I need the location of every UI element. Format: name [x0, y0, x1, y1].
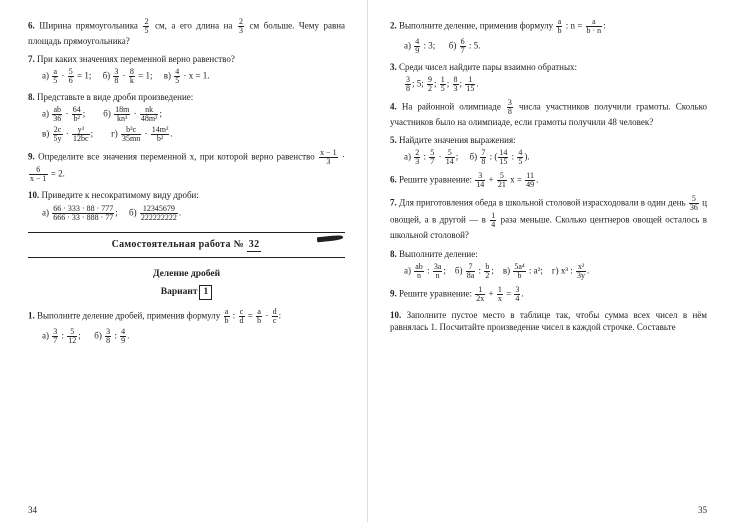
num: 7. [28, 54, 35, 64]
page-right: 2. Выполните деление, применив формулу a… [368, 0, 735, 522]
num: 6. [28, 21, 35, 31]
frac: 25 [143, 18, 149, 35]
frac: 23 [238, 18, 244, 35]
options: а) 49 : 3; б) 67 : 5. [404, 38, 707, 55]
variant: Вариант1 [28, 285, 345, 300]
problem-5: 5. Найдите значения выражения: а) 23 : 5… [390, 134, 707, 166]
problem-10: 10. Заполните пустое место в таблице так… [390, 309, 707, 333]
options: а) 23 : 57 · 514; б) 78 : (1415 : 45). [404, 149, 707, 166]
problem-2: 2. Выполните деление, применив формулу a… [390, 18, 707, 55]
problem-9: 9. Определите все значения переменной x,… [28, 149, 345, 183]
text: Приведите к несократимому виду дроби: [42, 190, 199, 200]
text: Представьте в виде дроби произведение: [37, 92, 193, 102]
page-number: 34 [28, 504, 37, 516]
page-left: 6. Ширина прямоугольника 25 см, а его дл… [0, 0, 367, 522]
text: Ширина прямоугольника [39, 21, 142, 31]
text: Определите все значения переменной x, пр… [38, 152, 318, 162]
num: 9. [28, 152, 35, 162]
num: 10. [28, 190, 39, 200]
problem-7: 7. При каких значениях переменной верно … [28, 53, 345, 85]
opt-c: в) [164, 71, 174, 81]
problem-10: 10. Приведите к несократимому виду дроби… [28, 189, 345, 221]
options: а) 37 : 512; б) 38 : 49. [42, 328, 345, 345]
problem-8: 8. Выполните деление: а) abn : 3an; б) 7… [390, 248, 707, 280]
options: а) a5 · 56 = 1; б) 38 · 8k = 1; в) 45 · … [42, 68, 345, 85]
row2: в) 2c5y · y³12bc; г) b³c35mn · 14m²b². [42, 126, 345, 143]
homework-heading: Самостоятельная работа № 32 [28, 232, 345, 259]
opt-a: а) [42, 71, 51, 81]
problem-1: 1. Выполните деление дробей, применив фо… [28, 308, 345, 345]
page-number: 35 [698, 504, 707, 516]
subheading: Деление дробей [28, 268, 345, 281]
book-spread: 6. Ширина прямоугольника 25 см, а его дл… [0, 0, 735, 522]
num: 1. [28, 310, 35, 320]
row1: а) ab36 · 64b²; б) 18mkn³ · nk48m²; [42, 106, 345, 123]
problem-6: 6. Ширина прямоугольника 25 см, а его дл… [28, 18, 345, 47]
problem-7: 7. Для приготовления обеда в школьной ст… [390, 195, 707, 241]
text: Выполните деление дробей, применив форму… [37, 310, 223, 320]
text: При каких значениях переменной верно рав… [37, 54, 235, 64]
problem-4: 4. На районной олимпиаде 38 числа участн… [390, 99, 707, 128]
text: см, а его длина на [150, 21, 237, 31]
opt-b: б) [103, 71, 113, 81]
num: 8. [28, 92, 35, 102]
options: а) abn : 3an; б) 78a : b2; в) 5a⁴b : a²;… [404, 263, 707, 280]
problem-3: 3. Среди чисел найдите пары взаимно обра… [390, 61, 707, 93]
problem-6: 6. Решите уравнение: 314 + 521 x = 1149. [390, 172, 707, 189]
heading-title: Самостоятельная работа № 32 [28, 235, 345, 256]
options: а) 66 · 333 · 88 · 777666 · 33 · 888 · 7… [42, 205, 345, 222]
problem-8: 8. Представьте в виде дроби произведение… [28, 91, 345, 143]
problem-9: 9. Решите уравнение: 12x + 1x = 34. [390, 286, 707, 303]
list: 38; 5; 92; 15; 83; 115. [404, 76, 707, 93]
